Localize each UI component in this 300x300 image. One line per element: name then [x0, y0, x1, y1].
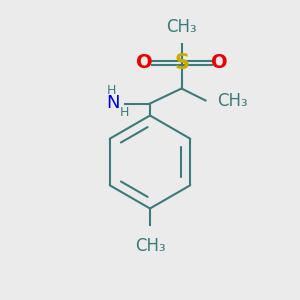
Text: CH₃: CH₃ [218, 92, 248, 110]
Text: CH₃: CH₃ [135, 237, 165, 255]
Text: O: O [211, 53, 227, 73]
Text: H: H [120, 106, 129, 119]
Text: S: S [174, 53, 189, 73]
Text: N: N [106, 94, 119, 112]
Text: CH₃: CH₃ [166, 18, 197, 36]
Text: H: H [106, 84, 116, 97]
Text: O: O [136, 53, 152, 73]
